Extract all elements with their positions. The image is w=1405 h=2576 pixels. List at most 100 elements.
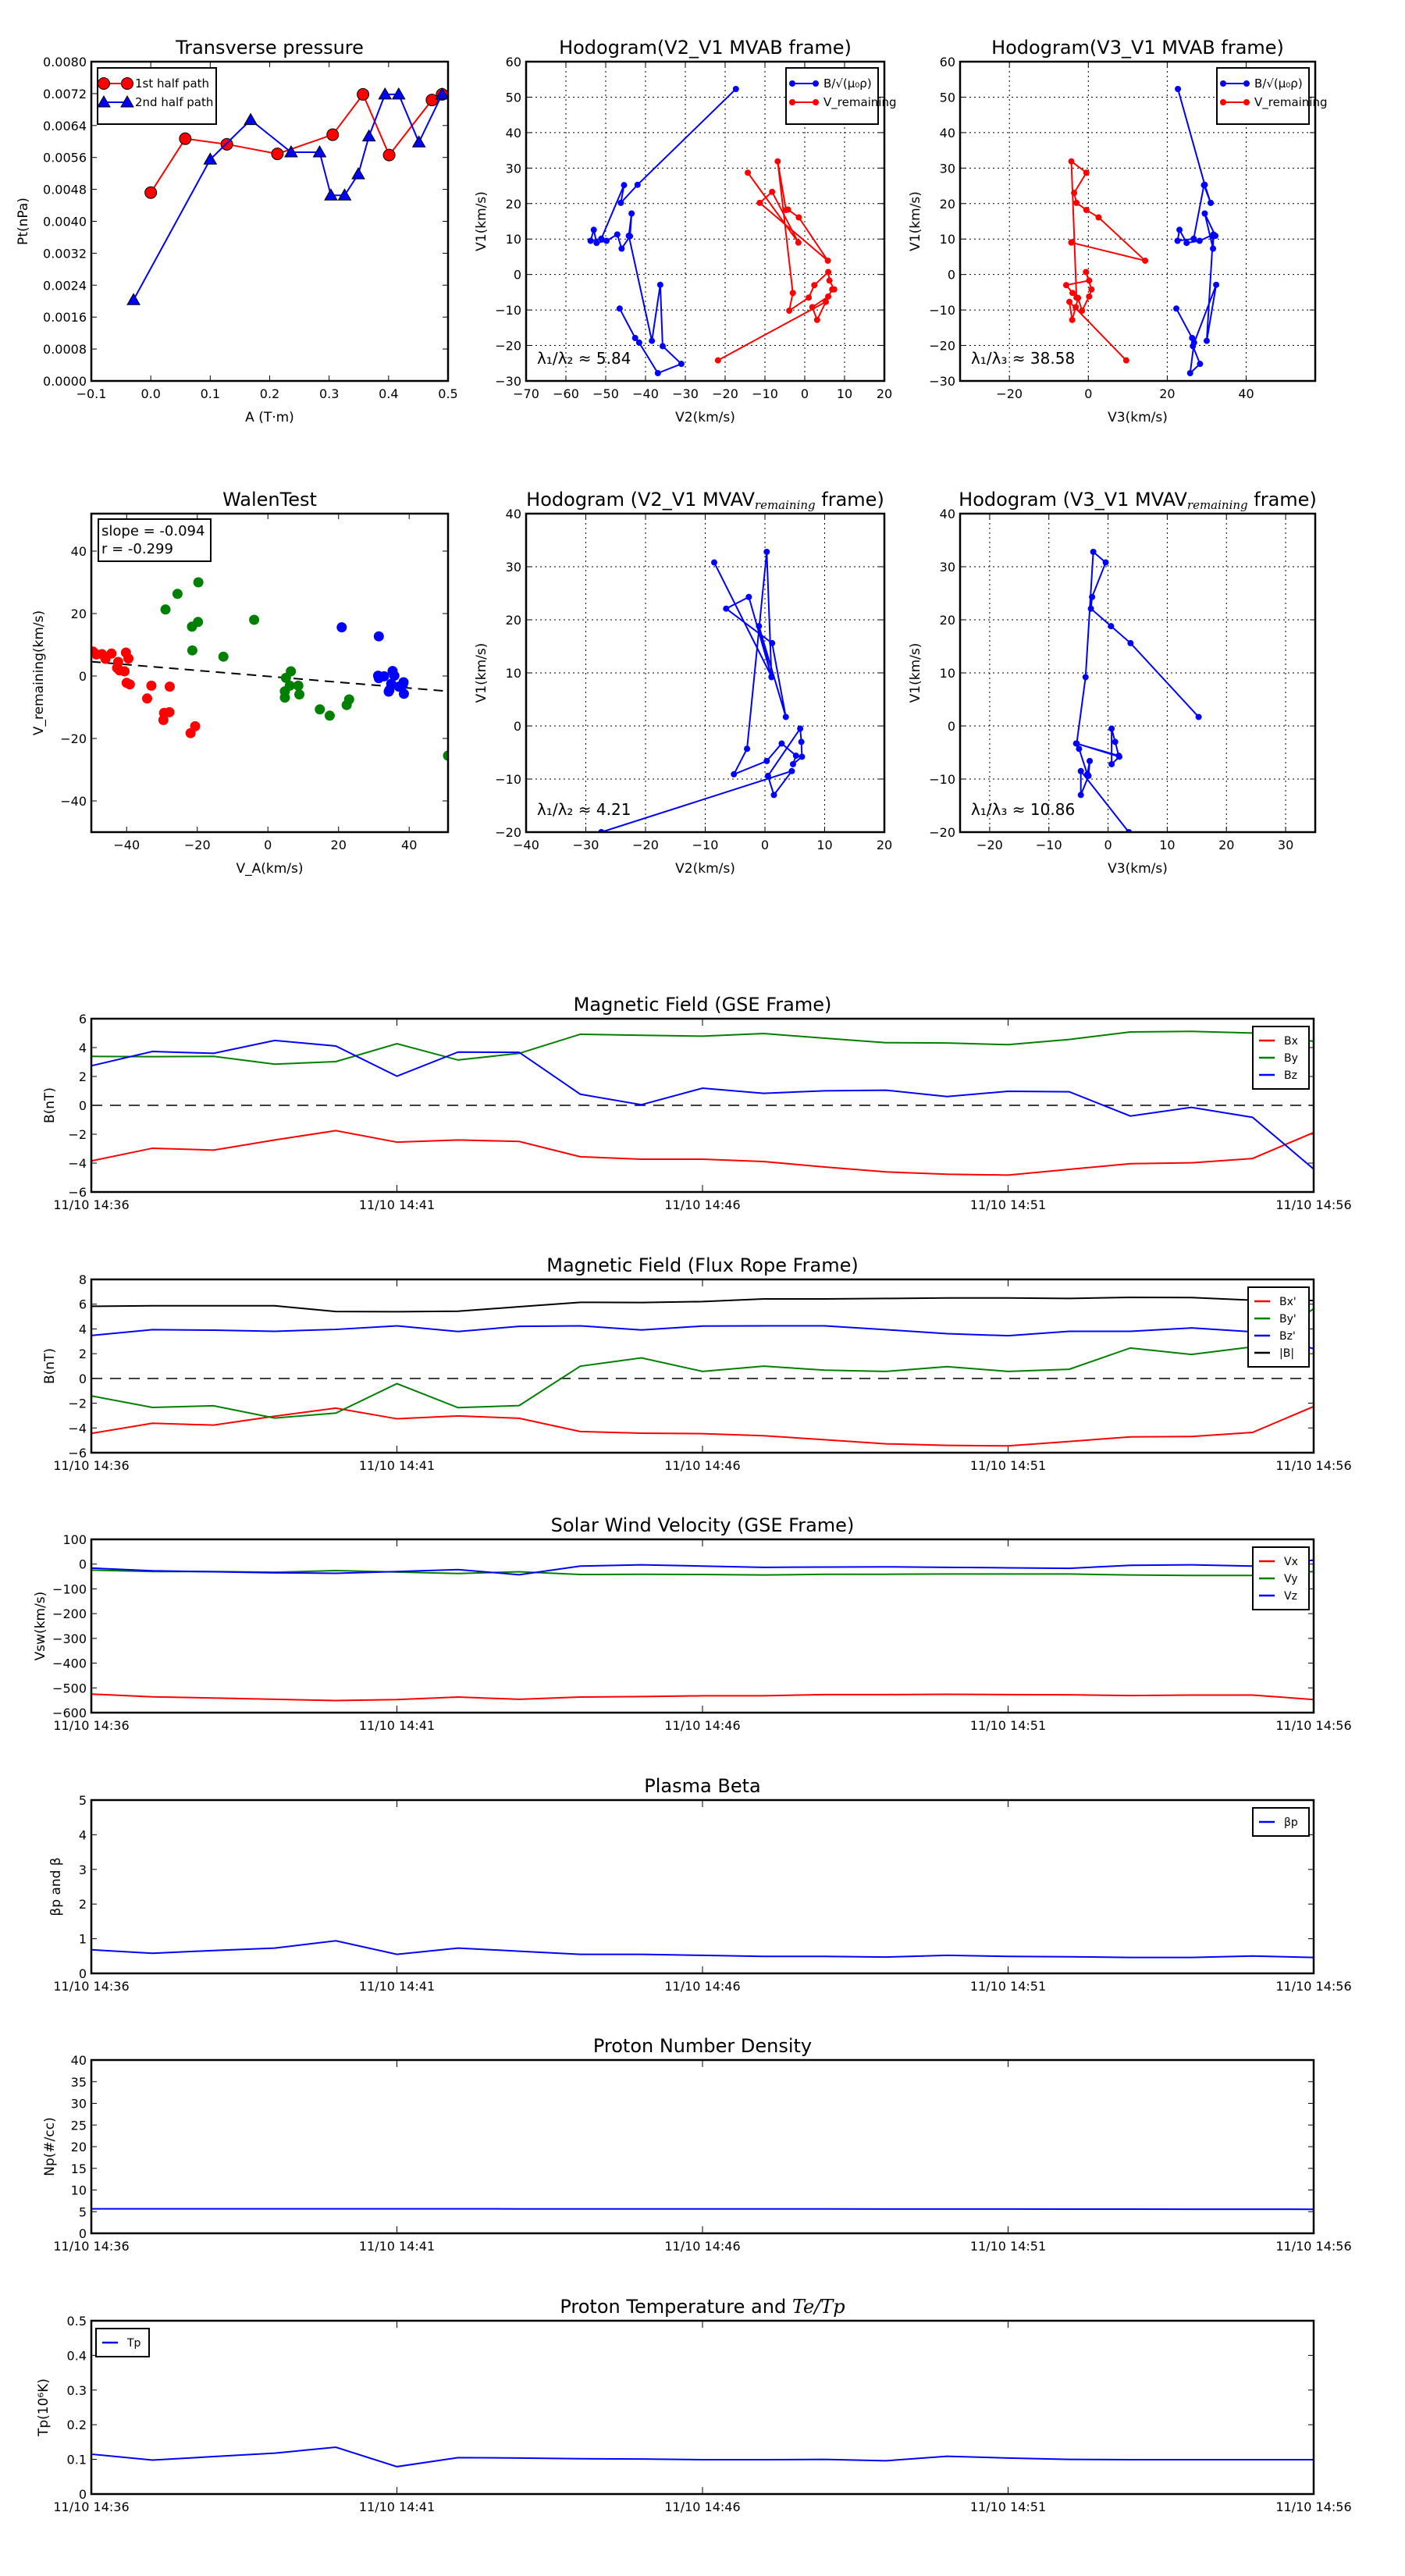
x-tick-label: −40	[513, 838, 539, 852]
y-axis-label: B(nT)	[42, 1087, 58, 1123]
data-point	[443, 750, 448, 761]
data-point	[1066, 298, 1073, 305]
data-point	[336, 622, 347, 633]
title-end: frame)	[816, 489, 884, 511]
y-tick-label: 1	[79, 1932, 87, 1947]
legend-label: By	[1284, 1052, 1298, 1065]
y-tick-label: 0.0064	[43, 119, 87, 133]
x-tick-label: 0	[761, 838, 769, 852]
axes-frame	[90, 1538, 1315, 1714]
series-line-2	[91, 1559, 1314, 1576]
data-point	[1127, 639, 1134, 646]
data-point	[279, 692, 290, 703]
x-tick-label: 0.5	[438, 386, 457, 401]
y-tick-label: 0.5	[67, 2314, 87, 2329]
plot-area	[126, 87, 448, 305]
x-tick-label: −0.1	[76, 386, 107, 401]
y-tick-label: 0	[79, 1966, 87, 1981]
chart-hodogram-v2v1-mvab: −70 −60 −50 −40 −30 −20 −10 0 10 20 −30 −20 −10 0 10 20…	[474, 37, 897, 425]
y-tick-label: 0.0016	[43, 310, 87, 325]
y-tick-label: 0	[514, 268, 521, 283]
legend-box	[95, 2328, 150, 2357]
data-point	[768, 673, 775, 680]
x-tick-label: 11/10 14:56	[1275, 1458, 1351, 1473]
x-tick-label: 11/10 14:41	[359, 2239, 435, 2254]
data-point	[1088, 286, 1095, 293]
x-tick-label: 11/10 14:46	[664, 2500, 740, 2514]
y-axis-label: Vsw(km/s)	[33, 1592, 48, 1661]
title-main: Hodogram (V2_V1 MVAV	[526, 489, 755, 511]
y-tick-label: −600	[52, 1706, 87, 1720]
data-point	[389, 671, 400, 681]
y-tick-label: 40	[506, 507, 521, 521]
x-tick-label: 11/10 14:36	[53, 1458, 129, 1473]
series-line-0	[1176, 88, 1218, 375]
y-tick-label: −40	[60, 794, 87, 809]
plot-area	[598, 548, 806, 832]
data-point	[1079, 308, 1086, 315]
y-tick-label: 30	[506, 161, 521, 176]
x-tick-label: −20	[184, 838, 211, 852]
y-tick-label: 40	[71, 2053, 87, 2068]
y-tick-label: 6	[79, 1297, 87, 1312]
y-tick-label: −300	[52, 1631, 87, 1646]
y-tick-label: 35	[71, 2075, 87, 2090]
data-point	[1083, 206, 1090, 213]
y-tick-label: 3	[79, 1863, 87, 1877]
y-tick-label: 50	[506, 90, 521, 105]
series-line-0	[91, 2208, 1314, 2211]
chart-title: Transverse pressure	[175, 37, 364, 59]
data-point	[382, 148, 396, 162]
x-axis-label: V2(km/s)	[675, 861, 735, 877]
data-point	[744, 745, 751, 753]
data-point	[1095, 214, 1102, 221]
x-tick-label: 11/10 14:56	[1275, 1197, 1351, 1212]
y-tick-label: 20	[71, 2140, 87, 2154]
legend: Bx' By' Bz' |B|	[1247, 1286, 1310, 1368]
title-main: Hodogram (V3_V1 MVAV	[959, 489, 1187, 511]
title-end: frame)	[1248, 489, 1317, 511]
data-point	[618, 245, 625, 252]
y-tick-label: 0	[79, 669, 87, 684]
chart-title: Hodogram(V2_V1 MVAB frame)	[559, 37, 852, 59]
data-point	[732, 85, 739, 92]
y-tick-label: 0	[948, 268, 955, 283]
data-point	[616, 305, 623, 312]
legend: B/√(μ₀ρ) V_remaining	[1216, 67, 1328, 125]
x-tick-label: 0	[801, 386, 809, 401]
data-point	[1072, 304, 1080, 311]
data-point	[160, 604, 171, 615]
data-point	[769, 188, 776, 195]
y-axis-label: βp and β	[48, 1857, 64, 1916]
x-tick-label: 11/10 14:51	[970, 1458, 1046, 1473]
data-point	[146, 680, 157, 691]
x-axis-label: V_A(km/s)	[236, 861, 303, 877]
legend-marker	[789, 99, 795, 105]
stats-text: slope = -0.094	[101, 523, 205, 539]
data-point	[1176, 226, 1183, 233]
data-point	[1210, 233, 1217, 240]
y-tick-label: 6	[79, 1012, 87, 1026]
data-point	[1084, 770, 1091, 777]
x-tick-label: 0	[1104, 838, 1112, 852]
y-tick-label: 5	[79, 1793, 87, 1808]
legend: Tp	[95, 2328, 150, 2357]
plot-area	[91, 577, 448, 761]
y-tick-label: −6	[68, 1446, 87, 1461]
data-point	[628, 210, 635, 217]
legend-marker	[1220, 80, 1226, 87]
x-tick-label: 11/10 14:56	[1275, 2500, 1351, 2514]
y-tick-label: 20	[940, 197, 955, 212]
data-point	[1062, 282, 1069, 289]
y-tick-label: −10	[495, 772, 521, 787]
chart-title: Hodogram(V3_V1 MVAB frame)	[991, 37, 1284, 59]
series-line-0	[91, 1405, 1314, 1447]
y-tick-label: −10	[495, 303, 521, 318]
data-point	[1073, 294, 1080, 301]
data-point	[435, 87, 448, 100]
data-point	[635, 339, 642, 346]
data-point	[1089, 593, 1096, 600]
data-point	[280, 672, 291, 683]
data-point	[187, 645, 197, 656]
x-tick-label: 20	[877, 386, 892, 401]
